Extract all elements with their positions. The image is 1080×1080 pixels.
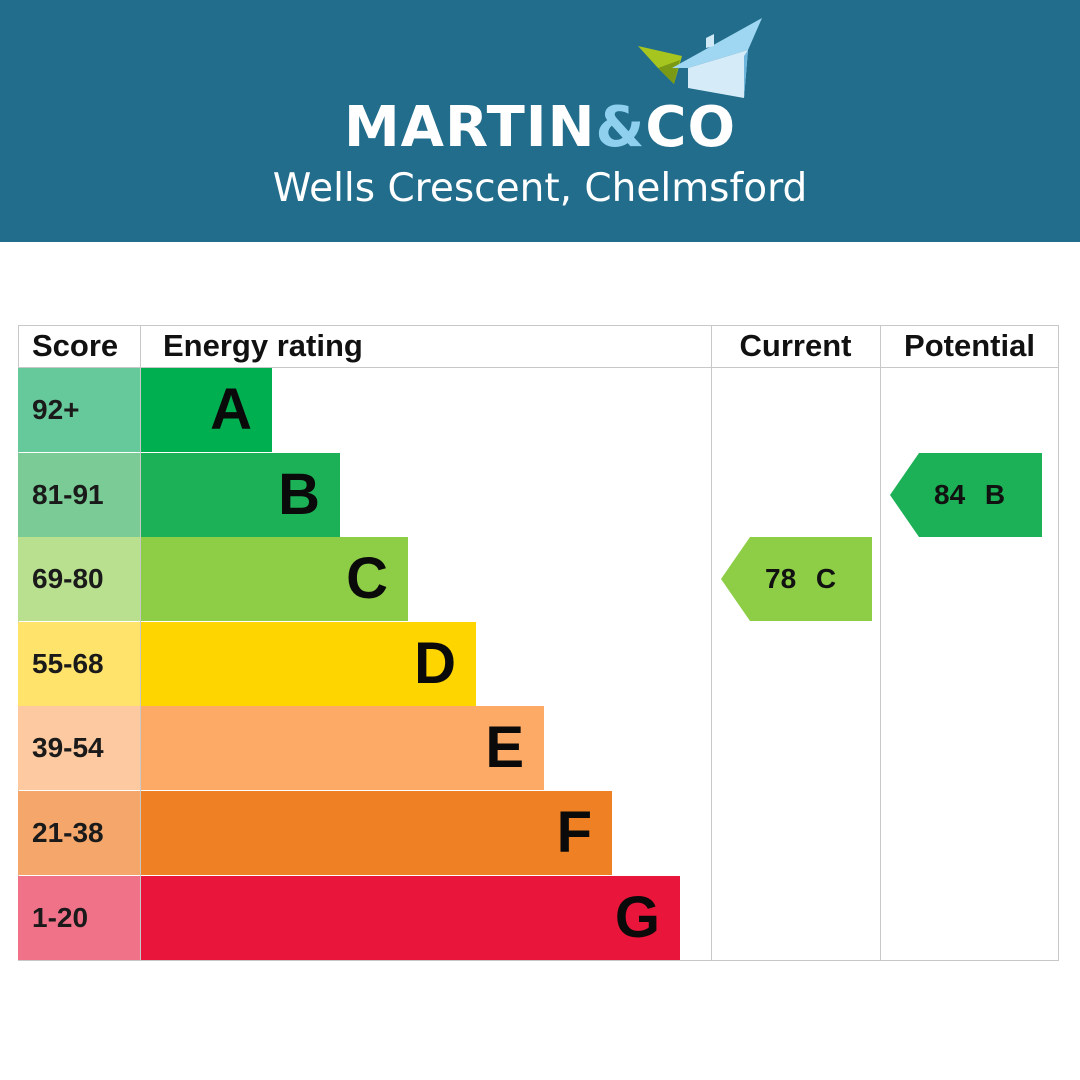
brand-logo: MARTIN&CO xyxy=(0,96,1080,160)
score-cell: 81-91 xyxy=(18,453,140,537)
rating-band-a: A xyxy=(141,368,272,452)
epc-chart: Score Energy rating Current Potential 92… xyxy=(18,325,1059,961)
column-header-score: Score xyxy=(32,328,119,363)
current-rating-label: 78 C xyxy=(765,563,837,594)
rating-band-g: G xyxy=(141,876,680,960)
column-divider xyxy=(711,325,712,961)
rating-band-d: D xyxy=(141,622,476,706)
score-cell: 1-20 xyxy=(18,876,140,960)
rating-band-f: F xyxy=(141,791,612,875)
column-divider xyxy=(140,325,141,961)
potential-rating-arrow: 84 B xyxy=(890,453,1042,537)
brand-name-part1: MARTIN xyxy=(343,95,596,160)
current-rating-arrow: 78 C xyxy=(721,537,872,621)
branch-location: Wells Crescent, Chelmsford xyxy=(272,166,808,211)
column-header-energy-rating: Energy rating xyxy=(163,328,363,363)
column-divider xyxy=(880,325,881,961)
score-cell: 55-68 xyxy=(18,622,140,706)
house-roof-logo-icon xyxy=(638,18,762,98)
header-banner: MARTIN&CO Wells Crescent, Chelmsford xyxy=(0,0,1080,242)
score-cell: 21-38 xyxy=(18,791,140,875)
brand-name-part2: CO xyxy=(645,95,737,160)
column-header-potential: Potential xyxy=(904,328,1035,363)
score-cell: 92+ xyxy=(18,368,140,452)
brand-ampersand: & xyxy=(595,95,646,160)
rating-band-b: B xyxy=(141,453,340,537)
rating-band-c: C xyxy=(141,537,408,621)
score-cell: 39-54 xyxy=(18,706,140,790)
column-header-current: Current xyxy=(739,328,852,363)
rating-band-e: E xyxy=(141,706,544,790)
score-cell: 69-80 xyxy=(18,537,140,621)
header-divider xyxy=(18,367,1059,368)
potential-rating-label: 84 B xyxy=(934,479,1006,510)
